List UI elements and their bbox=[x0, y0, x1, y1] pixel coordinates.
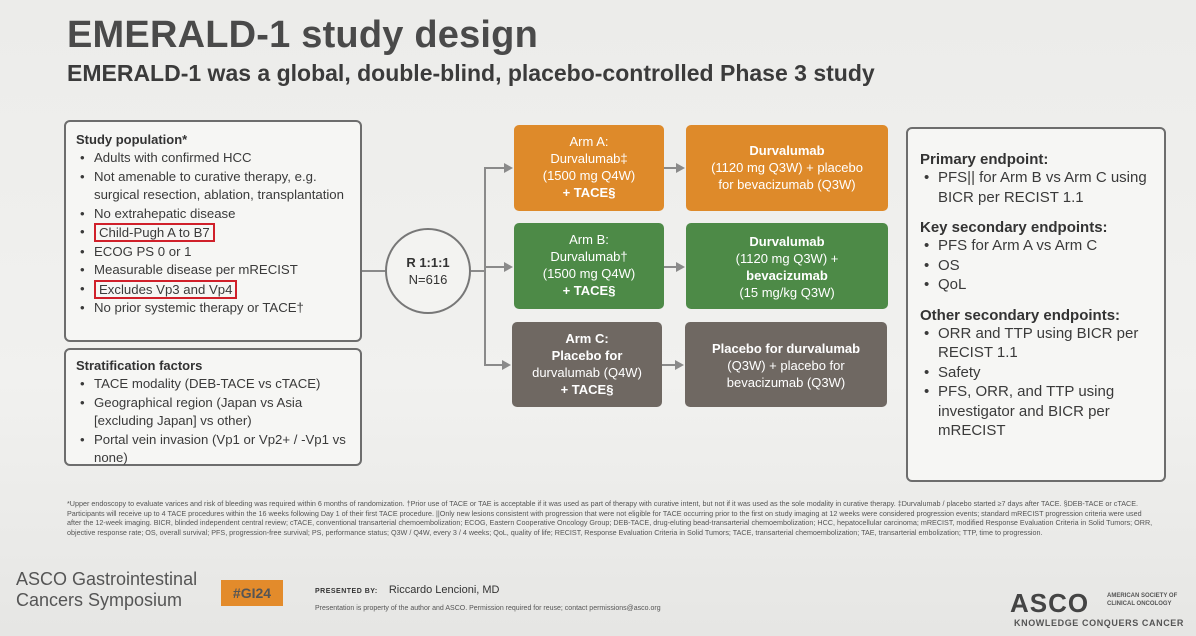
arm-a-maintenance-line: for bevacizumab (Q3W) bbox=[718, 177, 856, 192]
population-item: ECOG PS 0 or 1 bbox=[76, 243, 352, 262]
asco-society-name: AMERICAN SOCIETY OF CLINICAL ONCOLOGY bbox=[1107, 593, 1178, 607]
arm-b-maintenance-box: Durvalumab (1120 mg Q3W) + bevacizumab (… bbox=[686, 223, 888, 309]
connector-line bbox=[362, 270, 385, 272]
arm-b-maintenance-line: (1120 mg Q3W) + bbox=[735, 251, 839, 266]
stratification-item: Portal vein invasion (Vp1 or Vp2+ / -Vp1… bbox=[76, 431, 352, 468]
randomization-ratio: R 1:1:1 bbox=[406, 255, 450, 270]
hashtag-badge: #GI24 bbox=[221, 580, 283, 606]
symposium-logo: ASCO Gastrointestinal Cancers Symposium bbox=[16, 569, 197, 611]
population-item: Adults with confirmed HCC bbox=[76, 149, 352, 168]
key-secondary-heading: Key secondary endpoints: bbox=[920, 219, 1108, 236]
arrow-head bbox=[502, 360, 511, 370]
arm-a-line: Arm A: bbox=[569, 134, 609, 149]
arm-a-maintenance-box: Durvalumab (1120 mg Q3W) + placebo for b… bbox=[686, 125, 888, 211]
arm-a-box: Arm A: Durvalumab‡ (1500 mg Q4W) + TACE§ bbox=[514, 125, 664, 211]
arrow-head bbox=[676, 262, 685, 272]
slide-title: EMERALD-1 study design bbox=[67, 14, 538, 56]
arm-c-line: + TACE§ bbox=[560, 382, 614, 397]
connector-line bbox=[484, 364, 503, 366]
property-notice: Presentation is property of the author a… bbox=[315, 605, 661, 612]
arm-b-line: (1500 mg Q4W) bbox=[542, 266, 636, 281]
vp-exclusion-highlight: Excludes Vp3 and Vp4 bbox=[94, 279, 238, 299]
population-item: Measurable disease per mRECIST bbox=[76, 261, 352, 280]
arrow-head bbox=[676, 163, 685, 173]
connector-line bbox=[664, 266, 676, 268]
other-secondary-item: ORR and TTP using BICR per RECIST 1.1 bbox=[920, 324, 1154, 363]
key-secondary-item: QoL bbox=[920, 275, 1154, 295]
arm-a-line: Durvalumab‡ bbox=[550, 151, 628, 166]
arm-a-maintenance-line: Durvalumab bbox=[749, 143, 825, 158]
arm-c-maintenance-line: Placebo for durvalumab bbox=[711, 341, 861, 356]
arm-b-line: + TACE§ bbox=[562, 283, 616, 298]
arm-c-maintenance-line: bevacizumab (Q3W) bbox=[726, 375, 846, 390]
arm-c-line: Placebo for bbox=[551, 348, 623, 363]
key-secondary-item: PFS for Arm A vs Arm C bbox=[920, 236, 1154, 256]
arm-b-maintenance-line: (15 mg/kg Q3W) bbox=[739, 285, 835, 300]
primary-endpoint-item: PFS|| for Arm B vs Arm C using BICR per … bbox=[920, 168, 1154, 207]
connector-line bbox=[484, 167, 505, 169]
population-item: Not amenable to curative therapy, e.g. s… bbox=[76, 168, 352, 205]
asco-tagline: KNOWLEDGE CONQUERS CANCER bbox=[1014, 618, 1185, 628]
arm-c-maintenance-box: Placebo for durvalumab (Q3W) + placebo f… bbox=[685, 322, 887, 407]
stratification-box: Stratification factors TACE modality (DE… bbox=[64, 348, 362, 466]
endpoints-box: Primary endpoint: PFS|| for Arm B vs Arm… bbox=[906, 127, 1166, 482]
other-secondary-heading: Other secondary endpoints: bbox=[920, 306, 1121, 324]
child-pugh-highlight: Child-Pugh A to B7 bbox=[94, 223, 215, 242]
randomization-circle: R 1:1:1 N=616 bbox=[385, 228, 471, 314]
arm-b-line: Arm B: bbox=[569, 232, 609, 247]
primary-endpoint-heading: Primary endpoint: bbox=[920, 151, 1049, 168]
arm-a-maintenance-line: (1120 mg Q3W) + placebo bbox=[711, 160, 863, 175]
arm-c-box: Arm C: Placebo for durvalumab (Q4W) + TA… bbox=[512, 322, 662, 407]
population-item: No extrahepatic disease bbox=[76, 205, 352, 224]
stratification-item: Geographical region (Japan vs Asia [excl… bbox=[76, 394, 352, 431]
arrow-head bbox=[504, 163, 513, 173]
footnote-text: *Upper endoscopy to evaluate varices and… bbox=[67, 499, 1153, 537]
randomization-n: N=616 bbox=[408, 272, 448, 287]
population-item: No prior systemic therapy or TACE† bbox=[76, 299, 352, 318]
other-secondary-item: Safety bbox=[920, 363, 1154, 383]
arm-b-maintenance-line: Durvalumab bbox=[749, 234, 825, 249]
arm-a-line: + TACE§ bbox=[562, 185, 616, 200]
connector-line bbox=[662, 364, 675, 366]
symposium-line: ASCO Gastrointestinal bbox=[16, 569, 198, 589]
connector-line bbox=[484, 266, 505, 268]
stratification-heading: Stratification factors bbox=[76, 358, 203, 373]
arm-b-box: Arm B: Durvalumab† (1500 mg Q4W) + TACE§ bbox=[514, 223, 664, 309]
symposium-line: Cancers Symposium bbox=[16, 590, 183, 610]
presenter-name: Riccardo Lencioni, MD bbox=[388, 584, 500, 596]
key-secondary-item: OS bbox=[920, 256, 1154, 276]
other-secondary-item: PFS, ORR, and TTP using investigator and… bbox=[920, 382, 1154, 441]
connector-line bbox=[664, 167, 676, 169]
arrow-head bbox=[504, 262, 513, 272]
slide-subtitle: EMERALD-1 was a global, double-blind, pl… bbox=[67, 60, 875, 86]
connector-line bbox=[471, 270, 485, 272]
arm-a-line: (1500 mg Q4W) bbox=[542, 168, 636, 183]
presented-by-label: PRESENTED BY: bbox=[315, 588, 378, 595]
asco-logo: ASCO AMERICAN SOCIETY OF CLINICAL ONCOLO… bbox=[1010, 588, 1183, 628]
arm-b-line: Durvalumab† bbox=[550, 249, 628, 264]
study-population-heading: Study population* bbox=[76, 132, 188, 147]
population-item-highlighted: Excludes Vp3 and Vp4 bbox=[76, 279, 352, 300]
study-population-box: Study population* Adults with confirmed … bbox=[64, 120, 362, 342]
arm-c-maintenance-line: (Q3W) + placebo for bbox=[727, 358, 845, 373]
arm-c-line: durvalumab (Q4W) bbox=[532, 365, 642, 380]
asco-wordmark: ASCO bbox=[1010, 588, 1090, 618]
stratification-item: TACE modality (DEB-TACE vs cTACE) bbox=[76, 375, 352, 394]
population-item-highlighted: Child-Pugh A to B7 bbox=[76, 223, 352, 243]
arm-c-line: Arm C: bbox=[565, 331, 609, 346]
arm-b-maintenance-line: bevacizumab bbox=[746, 268, 828, 283]
arrow-head bbox=[675, 360, 684, 370]
presented-by: PRESENTED BY: Riccardo Lencioni, MD bbox=[315, 584, 500, 596]
